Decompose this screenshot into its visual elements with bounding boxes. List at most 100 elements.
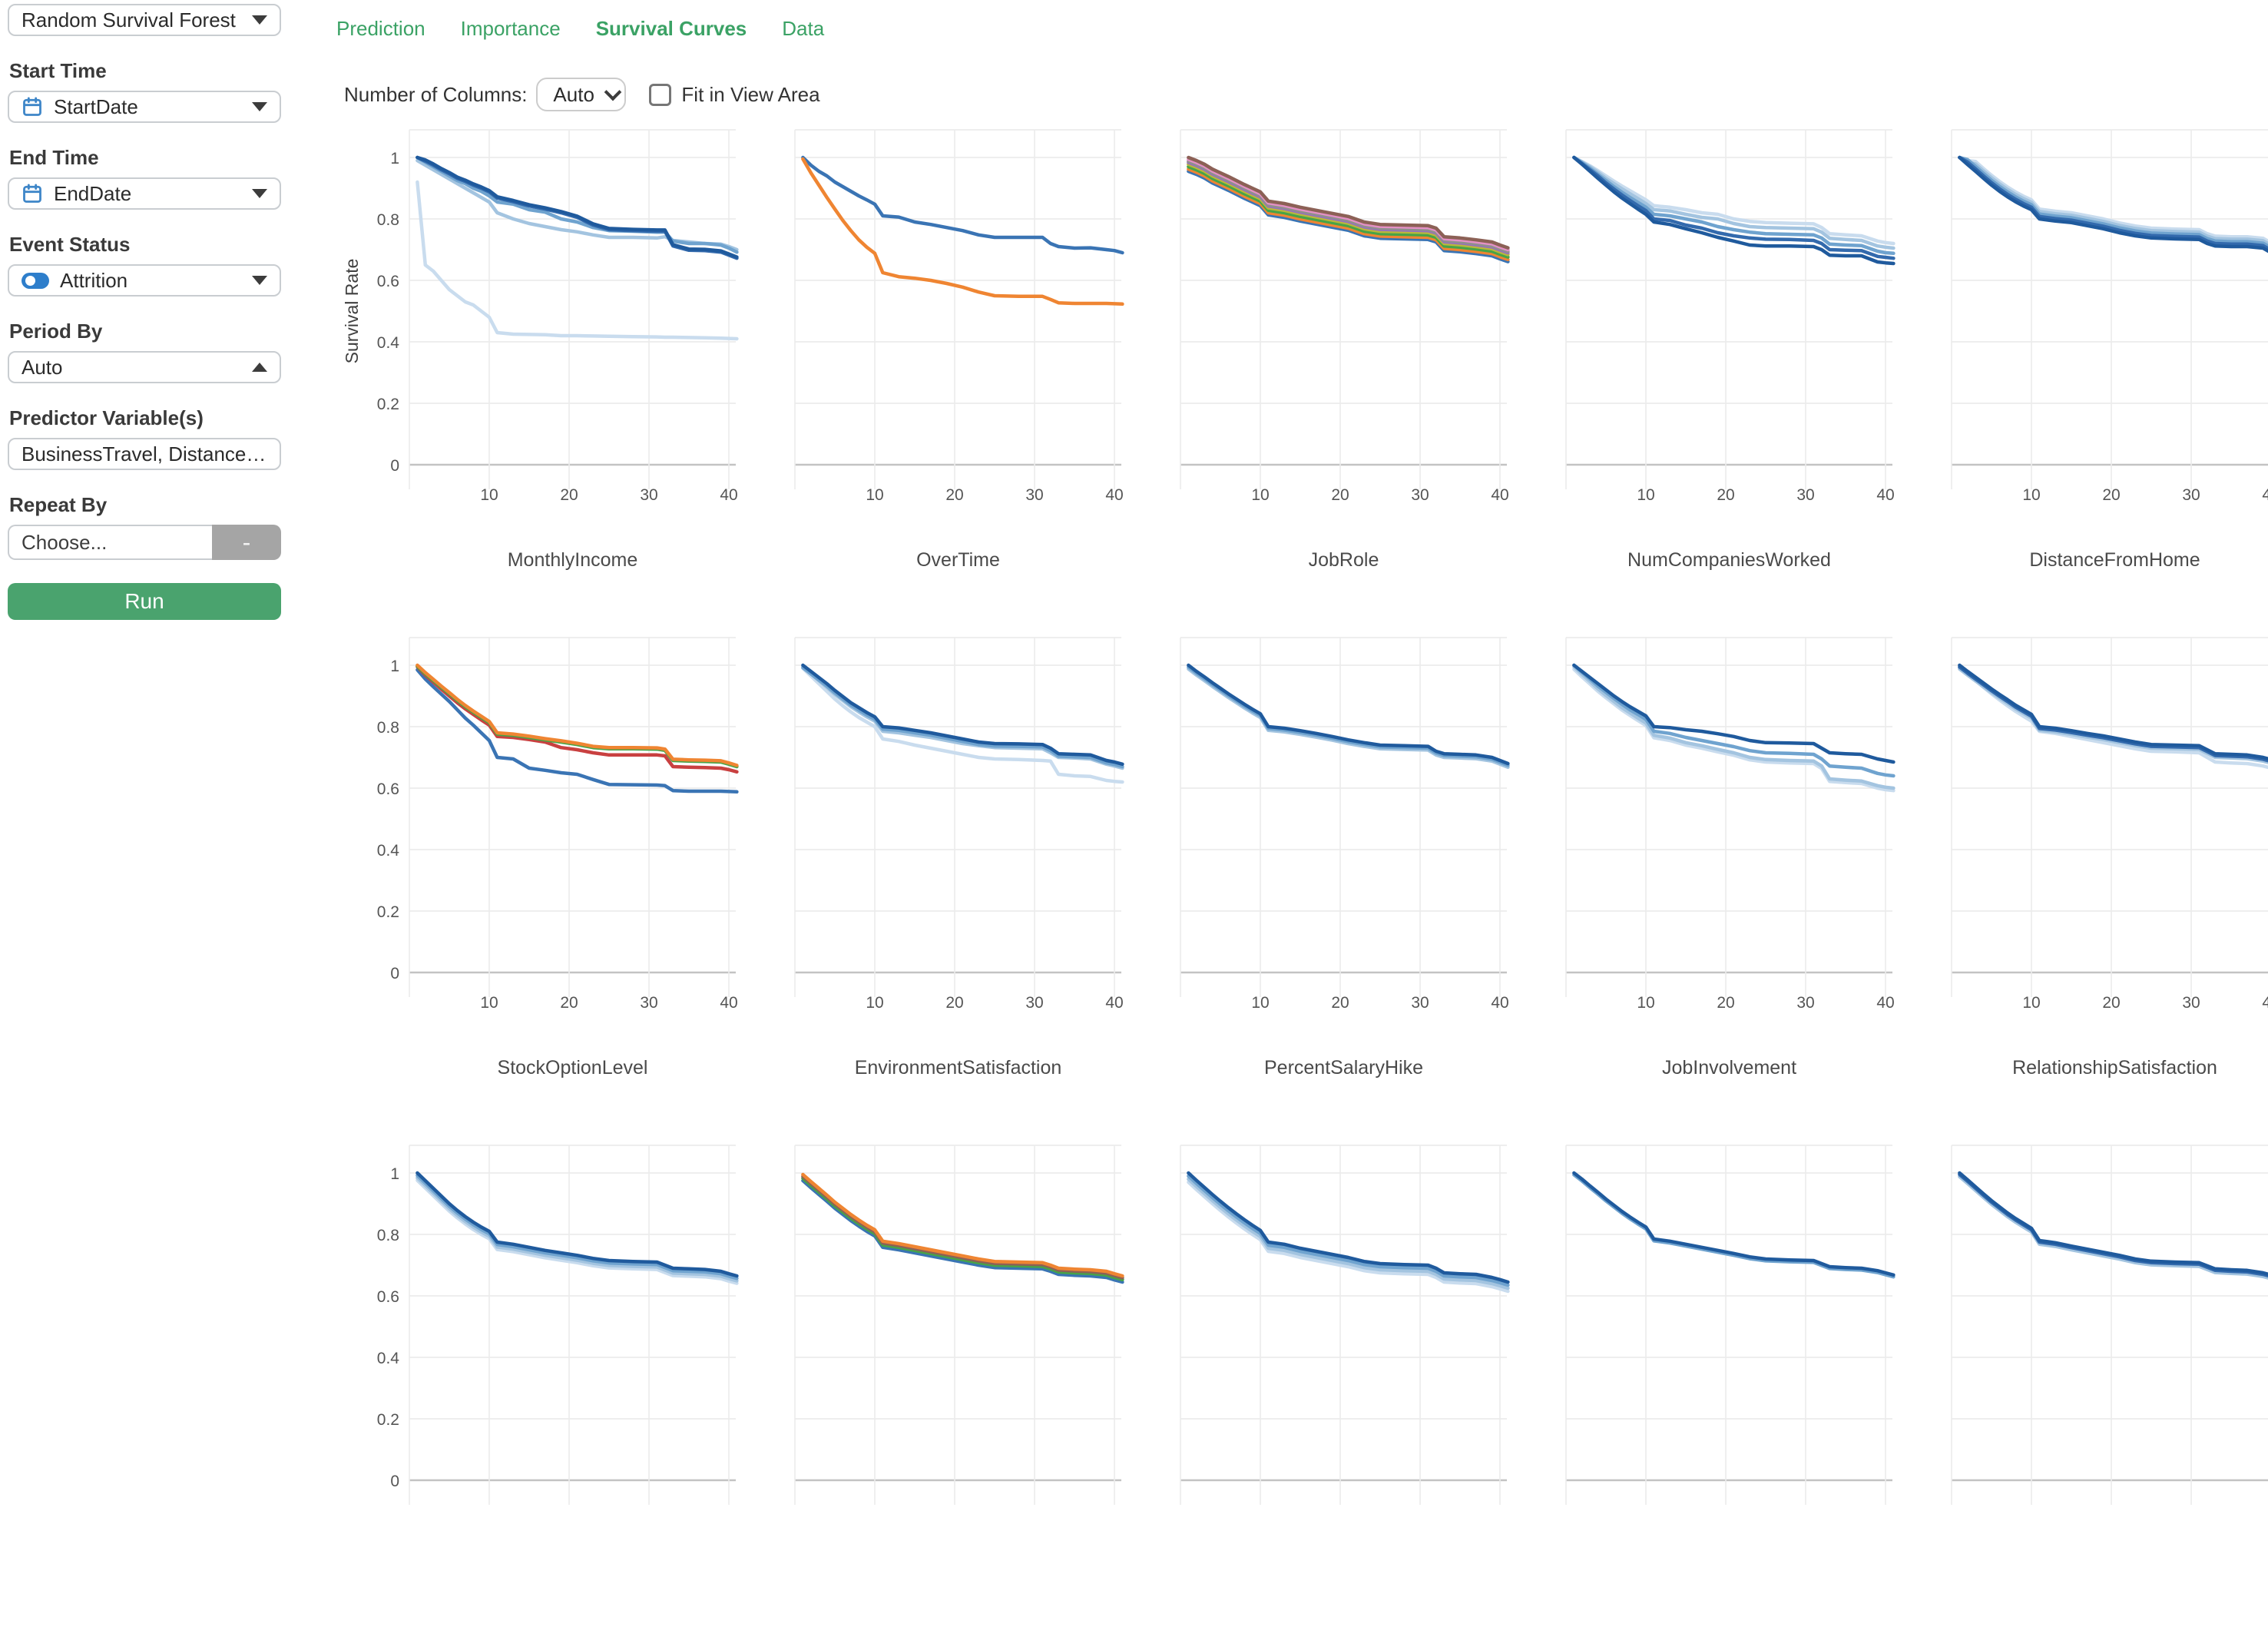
svg-text:1: 1 bbox=[390, 1165, 399, 1183]
calendar-icon bbox=[22, 183, 43, 204]
svg-text:10: 10 bbox=[2022, 486, 2040, 504]
svg-text:20: 20 bbox=[945, 994, 963, 1012]
svg-text:0.2: 0.2 bbox=[377, 396, 399, 413]
survival-chart-relationshipsatisfaction: 10 20 30 40 RelationshipSatisfaction bbox=[1951, 637, 2268, 1078]
svg-text:30: 30 bbox=[1025, 994, 1043, 1012]
svg-text:40: 40 bbox=[1105, 994, 1123, 1012]
chevron-down-icon bbox=[252, 276, 267, 285]
columns-select-value: Auto bbox=[553, 82, 594, 106]
svg-text:30: 30 bbox=[1025, 486, 1043, 504]
svg-text:Survival Rate: Survival Rate bbox=[342, 259, 362, 364]
start-time-select[interactable]: StartDate bbox=[8, 91, 281, 123]
svg-text:20: 20 bbox=[1717, 994, 1734, 1012]
fit-in-view-checkbox[interactable] bbox=[649, 83, 672, 106]
svg-text:30: 30 bbox=[1411, 994, 1429, 1012]
svg-text:NumCompaniesWorked: NumCompaniesWorked bbox=[1627, 549, 1831, 571]
svg-text:EnvironmentSatisfaction: EnvironmentSatisfaction bbox=[855, 1057, 1062, 1078]
predictor-variables-input[interactable]: BusinessTravel, DistanceFr... bbox=[8, 438, 281, 470]
period-by-select[interactable]: Auto bbox=[8, 351, 281, 383]
svg-text:StockOptionLevel: StockOptionLevel bbox=[498, 1057, 648, 1078]
svg-text:30: 30 bbox=[2182, 994, 2200, 1012]
survival-chart-percentsalaryhike: 10 20 30 40 PercentSalaryHike bbox=[1180, 637, 1510, 1078]
svg-text:40: 40 bbox=[1876, 486, 1894, 504]
svg-text:20: 20 bbox=[1331, 486, 1349, 504]
svg-text:PercentSalaryHike: PercentSalaryHike bbox=[1264, 1057, 1423, 1078]
svg-text:1: 1 bbox=[390, 658, 399, 675]
tab-survival-curves[interactable]: Survival Curves bbox=[595, 17, 747, 40]
tab-importance[interactable]: Importance bbox=[460, 17, 561, 40]
svg-text:40: 40 bbox=[1105, 486, 1123, 504]
svg-text:10: 10 bbox=[866, 486, 883, 504]
svg-text:OverTime: OverTime bbox=[916, 549, 1000, 571]
end-time-value: EndDate bbox=[54, 181, 132, 205]
chevron-down-icon bbox=[252, 15, 267, 25]
svg-text:30: 30 bbox=[2182, 486, 2200, 504]
svg-text:0.6: 0.6 bbox=[377, 273, 399, 290]
svg-text:0: 0 bbox=[390, 1473, 399, 1490]
columns-select[interactable]: Auto bbox=[536, 78, 627, 111]
start-time-value: StartDate bbox=[54, 94, 138, 118]
tab-prediction[interactable]: Prediction bbox=[336, 17, 425, 40]
svg-text:20: 20 bbox=[560, 994, 578, 1012]
chevron-down-icon bbox=[252, 189, 267, 198]
svg-text:0.8: 0.8 bbox=[377, 1227, 399, 1244]
chevron-down-icon bbox=[604, 83, 622, 101]
start-time-label: Start Time bbox=[9, 59, 107, 82]
chevron-up-icon bbox=[252, 363, 267, 372]
svg-text:10: 10 bbox=[866, 994, 883, 1012]
tab-data[interactable]: Data bbox=[782, 17, 825, 40]
tab-bar: Prediction Importance Survival Curves Da… bbox=[336, 17, 824, 41]
svg-text:10: 10 bbox=[480, 994, 498, 1012]
end-time-select[interactable]: EndDate bbox=[8, 177, 281, 210]
repeat-by-label: Repeat By bbox=[9, 493, 108, 516]
svg-text:40: 40 bbox=[1491, 994, 1508, 1012]
repeat-by-select[interactable]: Choose... bbox=[8, 525, 212, 560]
survival-chart-numcompaniesworked: 10 20 30 40 NumCompaniesWorked bbox=[1565, 129, 1896, 571]
svg-text:10: 10 bbox=[1251, 994, 1269, 1012]
predictor-variables-label: Predictor Variable(s) bbox=[9, 406, 204, 429]
survival-chart-jobinvolvement: 10 20 30 40 JobInvolvement bbox=[1565, 637, 1896, 1078]
svg-text:0: 0 bbox=[390, 965, 399, 982]
survival-chart-stockoptionlevel: 0 0.2 0.4 0.6 0.8 1 10 20 30 40 StockOptionLevel bbox=[377, 637, 739, 1078]
repeat-by-remove-button[interactable]: - bbox=[212, 525, 281, 560]
run-button[interactable]: Run bbox=[8, 583, 281, 620]
predictor-variables-value: BusinessTravel, DistanceFr... bbox=[22, 442, 267, 466]
svg-text:30: 30 bbox=[1411, 486, 1429, 504]
svg-text:0.4: 0.4 bbox=[377, 334, 400, 352]
survival-chart-monthlyincome: 0 0.2 0.4 0.6 0.8 1 10 20 30 40 MonthlyIncome Survi… bbox=[342, 129, 739, 571]
survival-chart-jobrole: 10 20 30 40 JobRole bbox=[1180, 129, 1510, 571]
model-select[interactable]: Random Survival Forest bbox=[8, 4, 281, 36]
event-status-value: Attrition bbox=[60, 268, 128, 292]
event-status-label: Event Status bbox=[9, 233, 131, 256]
svg-text:0.8: 0.8 bbox=[377, 719, 399, 737]
svg-text:0.2: 0.2 bbox=[377, 1411, 399, 1429]
svg-text:0.6: 0.6 bbox=[377, 1288, 399, 1306]
svg-text:40: 40 bbox=[1876, 994, 1894, 1012]
svg-text:MonthlyIncome: MonthlyIncome bbox=[508, 549, 638, 571]
svg-text:10: 10 bbox=[2022, 994, 2040, 1012]
svg-text:30: 30 bbox=[1796, 486, 1814, 504]
svg-text:30: 30 bbox=[1796, 994, 1814, 1012]
survival-chart-environmentsatisfaction: 10 20 30 40 EnvironmentSatisfaction bbox=[794, 637, 1124, 1078]
svg-text:30: 30 bbox=[640, 486, 657, 504]
svg-text:JobRole: JobRole bbox=[1309, 549, 1379, 571]
svg-text:20: 20 bbox=[945, 486, 963, 504]
svg-text:10: 10 bbox=[1251, 486, 1269, 504]
svg-text:20: 20 bbox=[560, 486, 578, 504]
svg-text:10: 10 bbox=[480, 486, 498, 504]
chevron-down-icon bbox=[252, 102, 267, 111]
svg-text:40: 40 bbox=[720, 994, 737, 1012]
svg-text:40: 40 bbox=[2262, 486, 2268, 504]
repeat-by-row: Choose... - bbox=[8, 525, 281, 560]
svg-text:40: 40 bbox=[1491, 486, 1508, 504]
period-by-label: Period By bbox=[9, 320, 103, 343]
period-by-value: Auto bbox=[22, 355, 63, 379]
survival-chart-partial-5 bbox=[1951, 1145, 2268, 1505]
svg-text:0.2: 0.2 bbox=[377, 903, 399, 921]
toggle-icon bbox=[22, 272, 49, 289]
columns-label: Number of Columns: bbox=[344, 82, 528, 106]
event-status-select[interactable]: Attrition bbox=[8, 264, 281, 297]
sidebar: Random Survival Forest Start Time StartD… bbox=[8, 4, 281, 620]
fit-in-view-label: Fit in View Area bbox=[681, 82, 820, 106]
svg-text:RelationshipSatisfaction: RelationshipSatisfaction bbox=[2012, 1057, 2217, 1078]
